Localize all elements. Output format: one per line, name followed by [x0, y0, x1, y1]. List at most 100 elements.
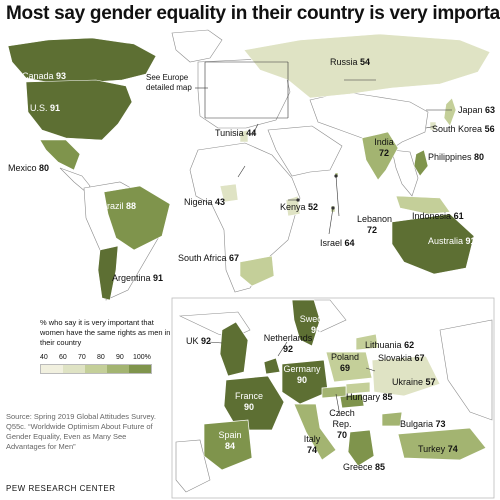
country-shape-sweden: [291, 299, 321, 347]
country-name: Russia: [330, 57, 358, 67]
country-shape-bulgaria: [381, 411, 403, 427]
country-name: UK: [186, 336, 199, 346]
country-shape-u-s: [25, 79, 133, 141]
legend-ticks: 40 60 70 80 90 100%: [40, 354, 175, 364]
country-name: South Korea: [432, 124, 483, 134]
country-shape-south-africa: [239, 255, 275, 287]
country-shape-australia: [391, 213, 475, 275]
label-germany: Germany 90: [283, 364, 321, 386]
country-shape-philippines: [413, 149, 429, 177]
country-value: 91: [465, 236, 476, 246]
credit: PEW RESEARCH CENTER: [6, 484, 116, 493]
label-south-africa: South Africa 67: [178, 253, 239, 264]
country-name: Brazil: [101, 201, 124, 211]
country-name: Spain: [218, 430, 242, 440]
country-value: 52: [308, 202, 319, 212]
legend-tick: 60: [59, 354, 67, 361]
country-name: Sweden: [299, 314, 333, 324]
label-south-korea: South Korea 56: [432, 124, 495, 135]
label-uk: UK 92: [186, 336, 211, 347]
country-shape-turkey: [397, 427, 487, 461]
country-value: 74: [306, 445, 317, 455]
country-shape-poland: [325, 351, 373, 383]
country-shape-uk: [219, 321, 249, 377]
label-poland: Poland 69: [330, 352, 360, 374]
leader-lines: [195, 61, 452, 417]
country-shape-kenya: [285, 195, 301, 217]
country-name: Turkey: [418, 444, 446, 454]
country-value: 84: [224, 441, 235, 451]
country-name: Hungary: [346, 392, 381, 402]
legend-swatch: [107, 365, 129, 373]
label-japan: Japan 63: [458, 105, 495, 116]
legend-color-scale: [40, 364, 152, 374]
legend-tick: 80: [97, 354, 105, 361]
country-shape-germany: [281, 359, 329, 405]
country-value: 70: [336, 430, 347, 440]
country-shape-netherlands: [263, 357, 281, 375]
country-shape-lithuania: [355, 333, 379, 351]
label-italy: Italy 74: [302, 434, 322, 456]
country-value: 80: [474, 152, 485, 162]
label-greece: Greece 85: [343, 462, 385, 473]
country-value: 88: [126, 201, 137, 211]
legend-title: % who say it is very important that wome…: [40, 318, 171, 347]
label-turkey: Turkey 74: [418, 444, 458, 455]
label-us: U.S. 91: [30, 103, 60, 114]
source-note: Source: Spring 2019 Global Attitudes Sur…: [6, 412, 156, 451]
country-name: Indonesia: [412, 211, 452, 221]
legend-swatch: [85, 365, 107, 373]
country-shape-argentina: [97, 245, 119, 301]
country-value: 43: [215, 197, 226, 207]
label-slovakia: Slovakia 67: [378, 353, 425, 364]
country-name: Argentina: [112, 273, 151, 283]
country-shape-india: [361, 131, 399, 181]
label-ukraine: Ukraine 57: [392, 377, 436, 388]
country-value: 96: [310, 325, 321, 335]
country-name: France: [234, 391, 263, 401]
label-bulgaria: Bulgaria 73: [400, 419, 446, 430]
label-sweden: Sweden 96: [298, 314, 334, 336]
label-india: India 72: [371, 137, 397, 159]
country-value: 72: [366, 225, 377, 235]
legend-tick: 100%: [133, 354, 151, 361]
country-name: Germany: [283, 364, 321, 374]
legend-tick: 90: [116, 354, 124, 361]
country-name: Lebanon: [357, 214, 393, 224]
label-france: France 90: [231, 391, 267, 413]
country-name: Poland: [330, 352, 360, 362]
country-name: Lithuania: [365, 340, 402, 350]
country-value: 74: [447, 444, 458, 454]
country-name: Czech Rep.: [329, 408, 355, 429]
legend: % who say it is very important that wome…: [40, 318, 175, 374]
country-name: Canada: [22, 71, 54, 81]
country-name: U.S.: [30, 103, 48, 113]
country-value: 67: [414, 353, 425, 363]
country-name: India: [374, 137, 394, 147]
country-name: Netherlands: [263, 333, 313, 343]
country-value: 92: [201, 336, 212, 346]
country-value: 56: [484, 124, 495, 134]
label-lithuania: Lithuania 62: [365, 340, 414, 351]
country-shape-canada: [7, 37, 157, 85]
europe-no-data: [175, 299, 493, 493]
legend-swatch: [129, 365, 151, 373]
europe-note: See Europe detailed map: [146, 73, 192, 92]
country-value: 91: [153, 273, 164, 283]
chart-title: Most say gender equality in their countr…: [6, 3, 500, 24]
country-name: Nigeria: [184, 197, 213, 207]
label-czech-rep: Czech Rep. 70: [326, 408, 358, 441]
country-name: Israel: [320, 238, 343, 248]
country-shape-nigeria: [219, 183, 239, 203]
country-value: 80: [39, 163, 50, 173]
country-value: 92: [282, 344, 293, 354]
country-name: Tunisia: [215, 128, 244, 138]
country-name: South Africa: [178, 253, 227, 263]
label-russia: Russia 54: [330, 57, 370, 68]
label-spain: Spain 84: [216, 430, 244, 452]
country-name: Japan: [458, 105, 483, 115]
label-canada: Canada 93: [22, 71, 66, 82]
country-name: Australia: [428, 236, 464, 246]
country-shape-japan: [443, 97, 457, 127]
label-lebanon: Lebanon 72: [357, 214, 392, 236]
